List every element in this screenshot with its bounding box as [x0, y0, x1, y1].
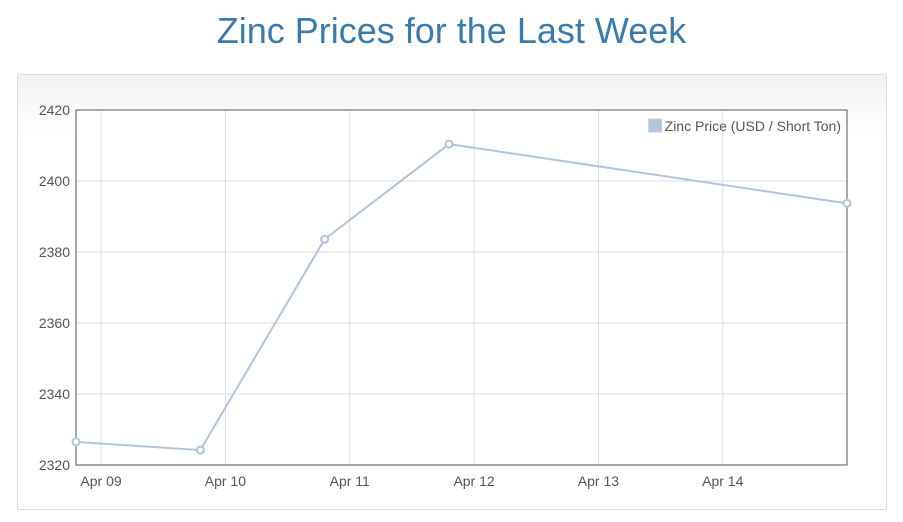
- y-tick-label: 2420: [39, 102, 70, 118]
- x-tick-label: Apr 10: [205, 473, 246, 489]
- data-point: [320, 234, 330, 244]
- y-tick-label: 2320: [39, 457, 70, 473]
- plot-border: [75, 109, 848, 466]
- legend-swatch: [648, 118, 663, 133]
- x-tick-label: Apr 11: [330, 473, 370, 489]
- y-tick-label: 2400: [39, 173, 70, 189]
- page-title: Zinc Prices for the Last Week: [216, 10, 687, 51]
- x-tick-label: Apr 12: [453, 473, 494, 489]
- x-tick-label: Apr 14: [702, 473, 743, 489]
- data-point: [444, 139, 454, 149]
- y-tick-label: 2380: [39, 244, 70, 260]
- data-point: [195, 445, 205, 455]
- data-point: [842, 198, 852, 208]
- legend: Zinc Price (USD / Short Ton): [648, 118, 841, 134]
- y-tick-label: 2340: [39, 386, 70, 402]
- y-tick-label: 2360: [39, 315, 70, 331]
- x-tick-label: Apr 09: [80, 473, 121, 489]
- legend-label: Zinc Price (USD / Short Ton): [665, 118, 841, 134]
- plot-area: [76, 110, 847, 465]
- x-tick-label: Apr 13: [578, 473, 619, 489]
- data-point: [71, 437, 81, 447]
